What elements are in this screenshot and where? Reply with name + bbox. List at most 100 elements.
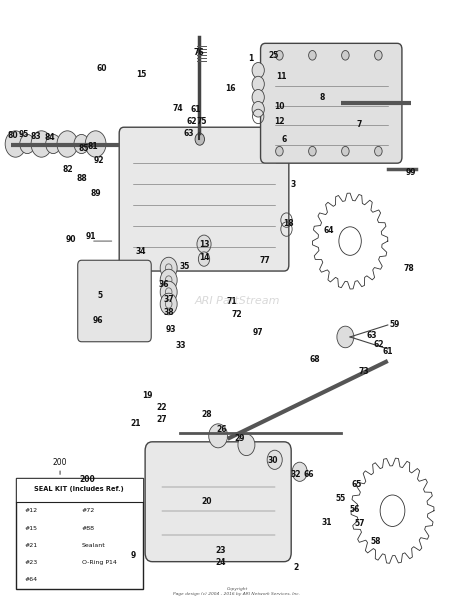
FancyBboxPatch shape bbox=[119, 127, 289, 271]
Text: 1: 1 bbox=[248, 54, 254, 63]
Text: 66: 66 bbox=[304, 470, 314, 479]
Text: 28: 28 bbox=[201, 411, 212, 420]
Text: 68: 68 bbox=[310, 355, 320, 364]
Circle shape bbox=[160, 281, 177, 303]
Circle shape bbox=[292, 462, 307, 482]
Circle shape bbox=[267, 450, 282, 470]
Text: 58: 58 bbox=[371, 538, 381, 547]
Circle shape bbox=[342, 51, 349, 60]
Text: 60: 60 bbox=[97, 64, 107, 73]
Text: 29: 29 bbox=[234, 434, 245, 443]
Text: 90: 90 bbox=[65, 235, 76, 244]
Circle shape bbox=[20, 134, 35, 154]
Text: 36: 36 bbox=[159, 281, 169, 290]
Circle shape bbox=[374, 146, 382, 156]
Circle shape bbox=[309, 146, 316, 156]
Text: 65: 65 bbox=[351, 480, 361, 489]
Bar bbox=[16, 478, 143, 502]
Circle shape bbox=[198, 252, 210, 266]
Circle shape bbox=[252, 102, 264, 117]
Circle shape bbox=[160, 257, 177, 279]
Text: 62: 62 bbox=[186, 117, 197, 126]
FancyBboxPatch shape bbox=[261, 43, 402, 163]
Text: Sealant: Sealant bbox=[82, 543, 105, 548]
Circle shape bbox=[252, 90, 264, 105]
Text: 61: 61 bbox=[383, 347, 393, 356]
Text: 13: 13 bbox=[199, 240, 209, 249]
Text: 71: 71 bbox=[227, 297, 237, 305]
Text: 80: 80 bbox=[8, 131, 18, 140]
Text: 55: 55 bbox=[336, 494, 346, 503]
Text: 16: 16 bbox=[225, 84, 235, 93]
Text: 18: 18 bbox=[283, 219, 294, 228]
Text: #72: #72 bbox=[82, 508, 95, 514]
Text: 30: 30 bbox=[267, 456, 278, 465]
Text: 26: 26 bbox=[217, 426, 227, 434]
Text: 78: 78 bbox=[404, 264, 414, 273]
Text: 91: 91 bbox=[86, 232, 96, 241]
Text: 7: 7 bbox=[357, 120, 362, 129]
Text: 11: 11 bbox=[276, 72, 287, 81]
Circle shape bbox=[276, 51, 283, 60]
Text: 96: 96 bbox=[92, 316, 103, 325]
Text: 34: 34 bbox=[135, 247, 146, 256]
Text: #15: #15 bbox=[25, 526, 38, 530]
Circle shape bbox=[309, 51, 316, 60]
Circle shape bbox=[197, 235, 211, 253]
Circle shape bbox=[160, 269, 177, 291]
Text: 63: 63 bbox=[366, 330, 376, 340]
Text: 12: 12 bbox=[274, 117, 285, 126]
Text: 95: 95 bbox=[19, 130, 29, 139]
Text: 37: 37 bbox=[164, 295, 174, 303]
Bar bbox=[16, 478, 143, 589]
Text: 89: 89 bbox=[91, 188, 101, 197]
Text: #12: #12 bbox=[25, 508, 38, 514]
Text: 84: 84 bbox=[44, 133, 55, 142]
Text: Copyright
Page design (c) 2004 - 2016 by ARI Network Services, Inc.: Copyright Page design (c) 2004 - 2016 by… bbox=[173, 587, 301, 596]
Text: #21: #21 bbox=[25, 543, 38, 548]
Circle shape bbox=[85, 131, 106, 157]
Text: 14: 14 bbox=[199, 253, 209, 262]
Circle shape bbox=[252, 76, 264, 92]
Text: O-Ring P14: O-Ring P14 bbox=[82, 560, 117, 565]
Circle shape bbox=[337, 326, 354, 348]
Text: 57: 57 bbox=[354, 520, 365, 529]
Circle shape bbox=[252, 63, 264, 78]
Circle shape bbox=[74, 134, 89, 154]
Circle shape bbox=[209, 424, 228, 448]
Text: 15: 15 bbox=[137, 70, 147, 79]
Text: 81: 81 bbox=[88, 143, 99, 152]
Circle shape bbox=[31, 131, 52, 157]
Circle shape bbox=[276, 146, 283, 156]
Text: 97: 97 bbox=[253, 328, 264, 337]
Text: 20: 20 bbox=[201, 497, 211, 506]
Text: #64: #64 bbox=[25, 577, 38, 583]
Text: 19: 19 bbox=[142, 391, 153, 400]
Text: 38: 38 bbox=[164, 308, 174, 317]
Text: 23: 23 bbox=[215, 547, 226, 556]
Circle shape bbox=[195, 133, 204, 145]
Text: 3: 3 bbox=[291, 179, 296, 188]
Text: 32: 32 bbox=[291, 470, 301, 479]
Text: 63: 63 bbox=[183, 129, 194, 138]
Text: 88: 88 bbox=[76, 173, 87, 182]
Text: 25: 25 bbox=[269, 51, 279, 60]
Text: 56: 56 bbox=[350, 505, 360, 514]
Circle shape bbox=[160, 293, 177, 315]
Text: 59: 59 bbox=[390, 320, 400, 329]
Text: 73: 73 bbox=[359, 367, 370, 376]
Text: 8: 8 bbox=[319, 93, 325, 102]
Text: 92: 92 bbox=[94, 156, 104, 165]
Text: 62: 62 bbox=[373, 340, 383, 349]
Text: ARI PartStream: ARI PartStream bbox=[194, 296, 280, 306]
Text: 64: 64 bbox=[324, 226, 334, 235]
Text: #23: #23 bbox=[25, 560, 38, 565]
Text: 99: 99 bbox=[406, 168, 417, 176]
Text: 200: 200 bbox=[53, 458, 67, 467]
Circle shape bbox=[46, 134, 61, 154]
Circle shape bbox=[238, 434, 255, 456]
Text: 72: 72 bbox=[232, 309, 242, 318]
Text: SEAL KIT (Includes Ref.): SEAL KIT (Includes Ref.) bbox=[34, 486, 124, 492]
Text: 21: 21 bbox=[130, 420, 141, 429]
Text: 2: 2 bbox=[293, 563, 299, 572]
